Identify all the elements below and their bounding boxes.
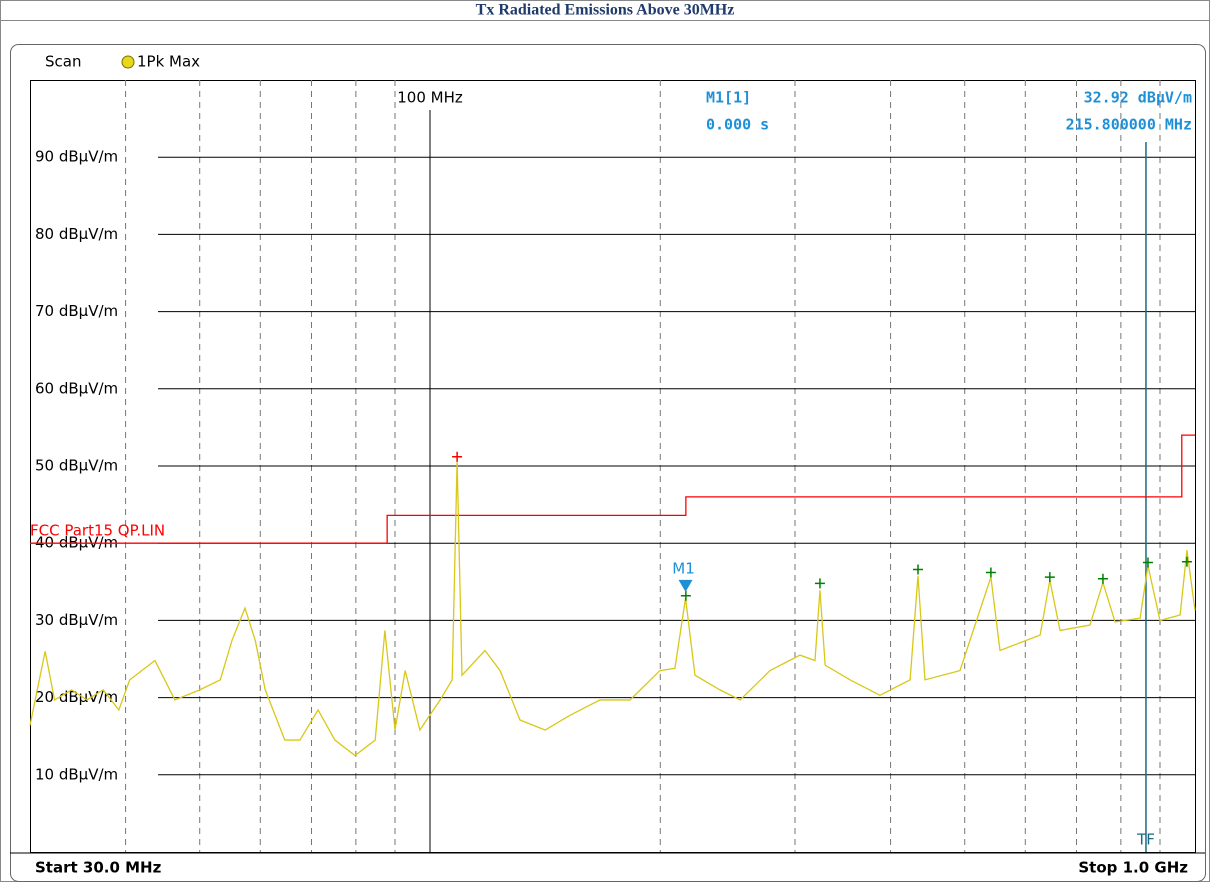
marker-label: M1 [672,559,695,577]
trace-legend-dot [121,55,135,69]
peak-marker [1142,557,1153,568]
scan-label: Scan [45,53,81,71]
y-tick-label: 10 dBµV/m [35,765,118,783]
marker-triangle [678,579,693,592]
marker-frequency: 215.800000 MHz [1066,116,1192,134]
marker-value: 32.92 dBµV/m [1084,89,1192,107]
y-tick-label: 20 dBµV/m [35,688,118,706]
legend-entry: 1Pk Max [137,53,200,71]
y-tick-label: 30 dBµV/m [35,611,118,629]
y-tick-label: 50 dBµV/m [35,457,118,475]
peak-marker [1097,573,1108,584]
y-tick-label: 80 dBµV/m [35,225,118,243]
tf-label: TF [1136,831,1155,849]
peak-marker [912,564,923,575]
trace-line [29,460,1196,757]
y-tick-label: 90 dBµV/m [35,148,118,166]
peak-marker [1044,572,1055,583]
peak-marker [680,590,691,601]
y-tick-label: 70 dBµV/m [35,302,118,320]
peak-marker [814,578,825,589]
y-tick-label: 60 dBµV/m [35,379,118,397]
page-title: Tx Radiated Emissions Above 30MHz [476,2,735,19]
limit-line [30,434,1195,544]
peak-marker [452,451,463,462]
marker-name: M1[1] [706,89,751,107]
x-tick-label: 100 MHz [397,89,463,107]
marker-time: 0.000 s [706,116,769,134]
start-label: Start 30.0 MHz [35,859,162,877]
limit-label: FCC Part15 QP.LIN [30,522,165,540]
peak-marker [1181,556,1192,567]
peak-marker [985,567,996,578]
stop-label: Stop 1.0 GHz [1078,859,1188,877]
